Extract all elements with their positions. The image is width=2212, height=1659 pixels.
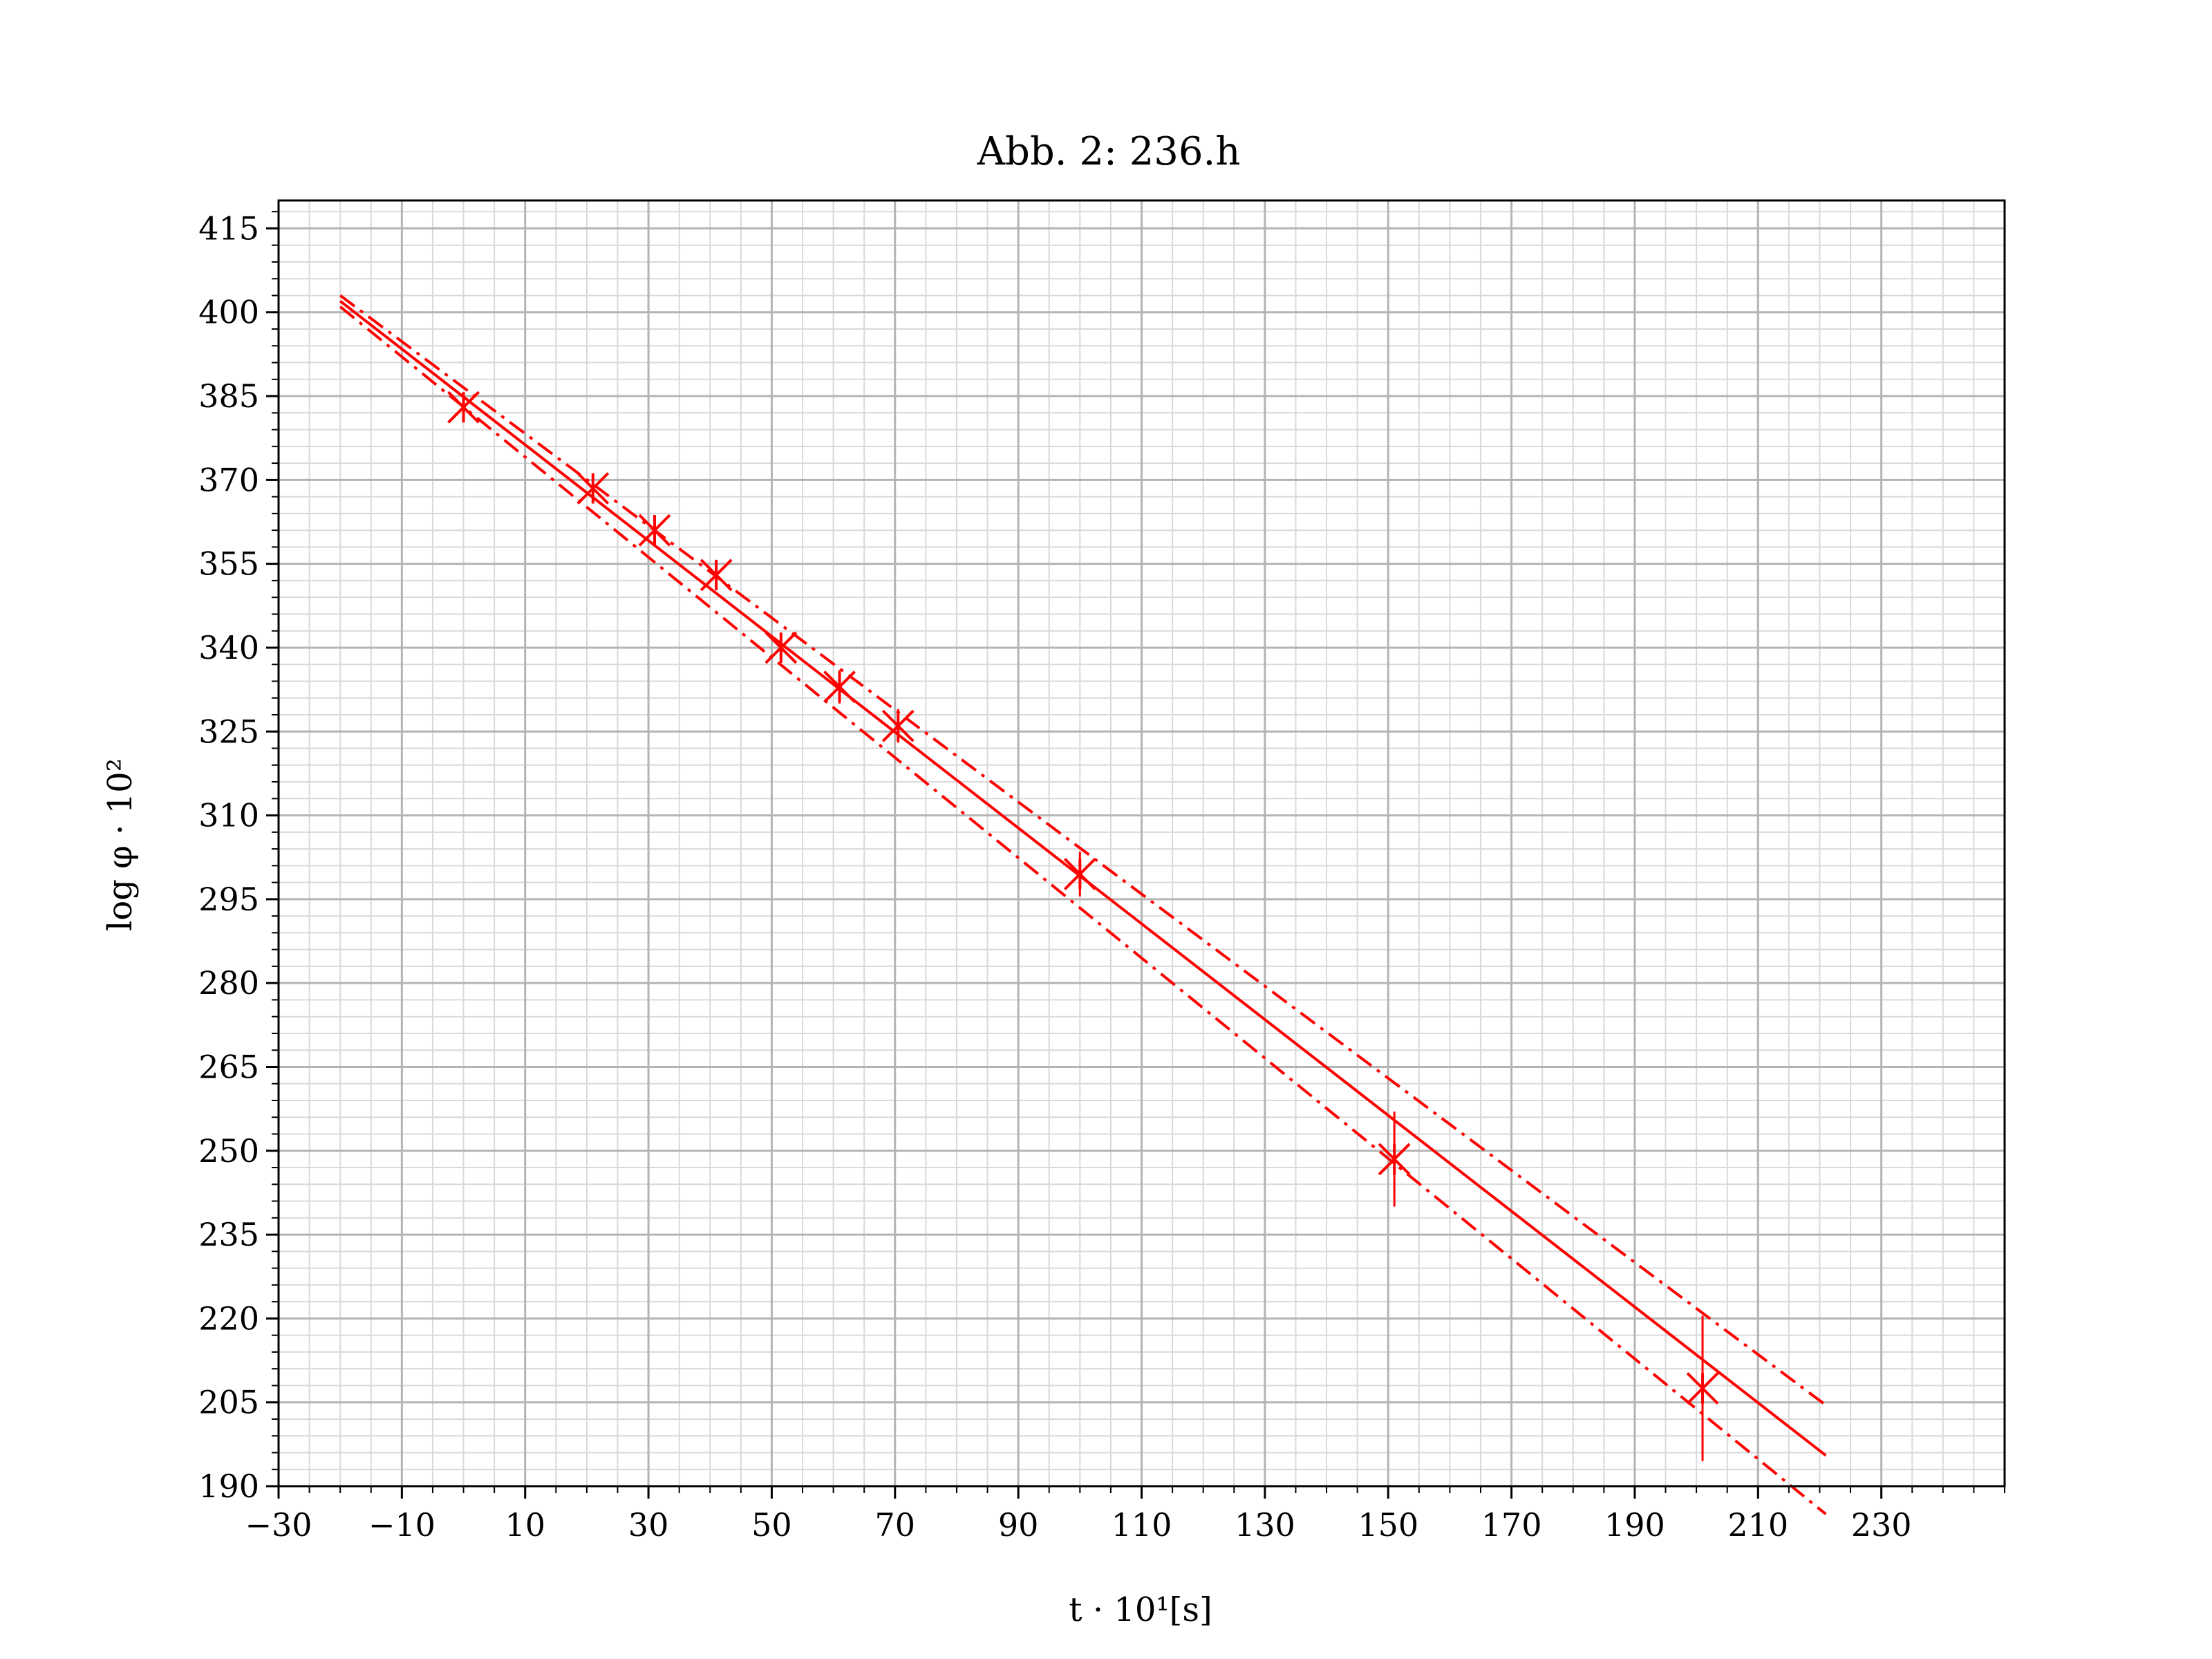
series-layer: [339, 294, 1827, 1515]
y-tick-label: 370: [198, 461, 259, 498]
x-tick-label: 110: [1112, 1506, 1172, 1544]
y-tick-label: 220: [198, 1300, 259, 1337]
y-axis-title: log φ · 10²: [101, 758, 140, 931]
major-grid: [277, 200, 2005, 1488]
y-tick-label: 415: [198, 209, 259, 247]
y-tick-label: 265: [198, 1048, 259, 1085]
data-point-marker: [1378, 1143, 1411, 1176]
x-axis-title: t · 10¹[s]: [1069, 1591, 1212, 1629]
y-tick-label: 325: [198, 713, 259, 750]
x-tick-label: 130: [1235, 1506, 1295, 1544]
x-tick-label: 190: [1604, 1506, 1665, 1544]
x-tick-label: 70: [875, 1506, 916, 1544]
x-tick-label: 230: [1851, 1506, 1912, 1544]
x-tick-label: 50: [751, 1506, 792, 1544]
x-tick-label: 90: [998, 1506, 1039, 1544]
y-tick-label: 340: [198, 629, 259, 666]
y-tick-label: 385: [198, 377, 259, 415]
y-tick-label: 295: [198, 881, 259, 918]
x-tick-label: 210: [1727, 1506, 1788, 1544]
x-tick-label: 150: [1358, 1506, 1418, 1544]
y-tick-label: 205: [198, 1384, 259, 1421]
bound-line: [339, 294, 1827, 1407]
bound-line: [339, 306, 1827, 1515]
chart-title: Abb. 2: 236.h: [977, 129, 1241, 174]
y-tick-label: 235: [198, 1216, 259, 1253]
y-tick-label: 400: [198, 294, 259, 331]
y-tick-label: 190: [198, 1468, 259, 1505]
y-tick-label: 355: [198, 545, 259, 583]
x-tick-label: 10: [505, 1506, 545, 1544]
x-tick-label: 30: [628, 1506, 669, 1544]
y-tick-label: 280: [198, 964, 259, 1002]
x-tick-label: −10: [368, 1506, 435, 1544]
y-tick-label: 250: [198, 1132, 259, 1170]
fit-line: [339, 299, 1827, 1457]
x-tick-label: 170: [1481, 1506, 1542, 1544]
data-point-marker: [1686, 1372, 1719, 1405]
x-axis: −30 −10 10 30 50 70 90 110 130 150 170 190 210 230: [245, 1486, 2005, 1544]
y-tick-label: 310: [198, 797, 259, 834]
x-tick-label: −30: [245, 1506, 312, 1544]
y-axis: 190 205 220 235 250 265 280 295 310 325 340 355 370 3…: [198, 209, 279, 1505]
